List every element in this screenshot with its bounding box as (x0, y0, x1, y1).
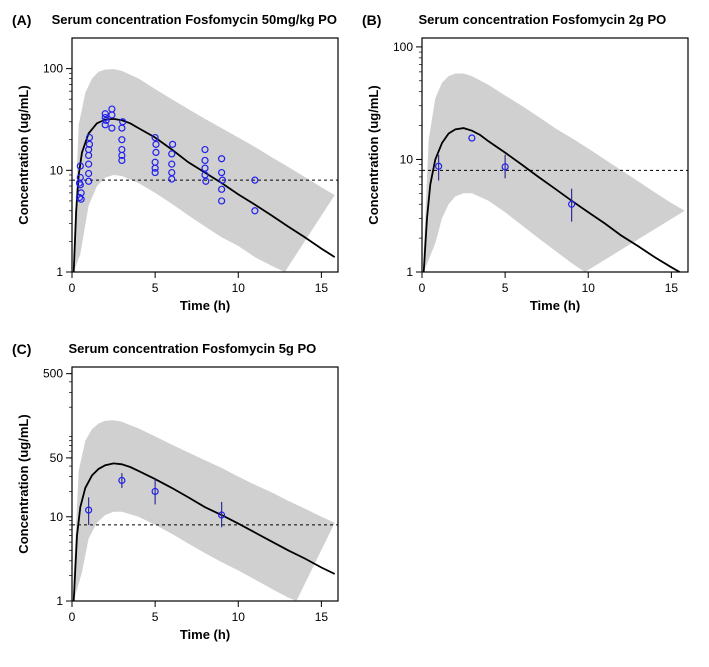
panel-A: (A) Serum concentration Fosfomycin 50mg/… (10, 10, 350, 329)
panel-empty (360, 339, 700, 658)
panel-C: (C) Serum concentration Fosfomycin 5g PO… (10, 339, 350, 658)
panel-B-label: (B) (362, 12, 381, 28)
panel-B: (B) Serum concentration Fosfomycin 2g PO… (360, 10, 700, 329)
svg-text:Concentration (ug/mL): Concentration (ug/mL) (16, 414, 31, 553)
svg-text:10: 10 (232, 610, 246, 624)
svg-text:Concentration (ug/mL): Concentration (ug/mL) (16, 85, 31, 224)
svg-text:10: 10 (50, 163, 64, 177)
chart-A: 0 5 10 15 1 10 100 Time (h) Concentration (ug/mL… (10, 10, 350, 320)
svg-text:1: 1 (406, 265, 413, 279)
svg-text:5: 5 (502, 281, 509, 295)
panel-A-label: (A) (12, 12, 31, 28)
svg-text:10: 10 (50, 509, 64, 523)
svg-text:10: 10 (582, 281, 596, 295)
svg-text:100: 100 (43, 62, 63, 76)
svg-text:100: 100 (393, 40, 413, 54)
chart-C: 0 5 10 15 1 10 50 500 Time (h) Concentration (ug/… (10, 339, 350, 649)
svg-text:15: 15 (665, 281, 679, 295)
svg-text:5: 5 (152, 281, 159, 295)
svg-text:0: 0 (419, 281, 426, 295)
svg-text:50: 50 (50, 450, 64, 464)
svg-text:15: 15 (315, 610, 329, 624)
svg-text:500: 500 (43, 366, 63, 380)
svg-text:1: 1 (56, 594, 63, 608)
svg-text:Concentration (ug/mL): Concentration (ug/mL) (366, 85, 381, 224)
panel-B-title: Serum concentration Fosfomycin 2g PO (418, 12, 666, 27)
svg-text:1: 1 (56, 265, 63, 279)
svg-text:Time (h): Time (h) (180, 627, 230, 642)
svg-text:0: 0 (69, 281, 76, 295)
svg-text:5: 5 (152, 610, 159, 624)
chart-B: 0 5 10 15 1 10 100 Time (h) Concentration (ug/mL… (360, 10, 700, 320)
panel-C-title: Serum concentration Fosfomycin 5g PO (68, 341, 316, 356)
panel-A-title: Serum concentration Fosfomycin 50mg/kg P… (52, 12, 337, 27)
svg-text:Time (h): Time (h) (530, 298, 580, 313)
svg-text:10: 10 (400, 152, 414, 166)
svg-text:Time (h): Time (h) (180, 298, 230, 313)
svg-text:10: 10 (232, 281, 246, 295)
svg-text:15: 15 (315, 281, 329, 295)
chart-grid: (A) Serum concentration Fosfomycin 50mg/… (10, 10, 699, 657)
panel-C-label: (C) (12, 341, 31, 357)
svg-text:0: 0 (69, 610, 76, 624)
